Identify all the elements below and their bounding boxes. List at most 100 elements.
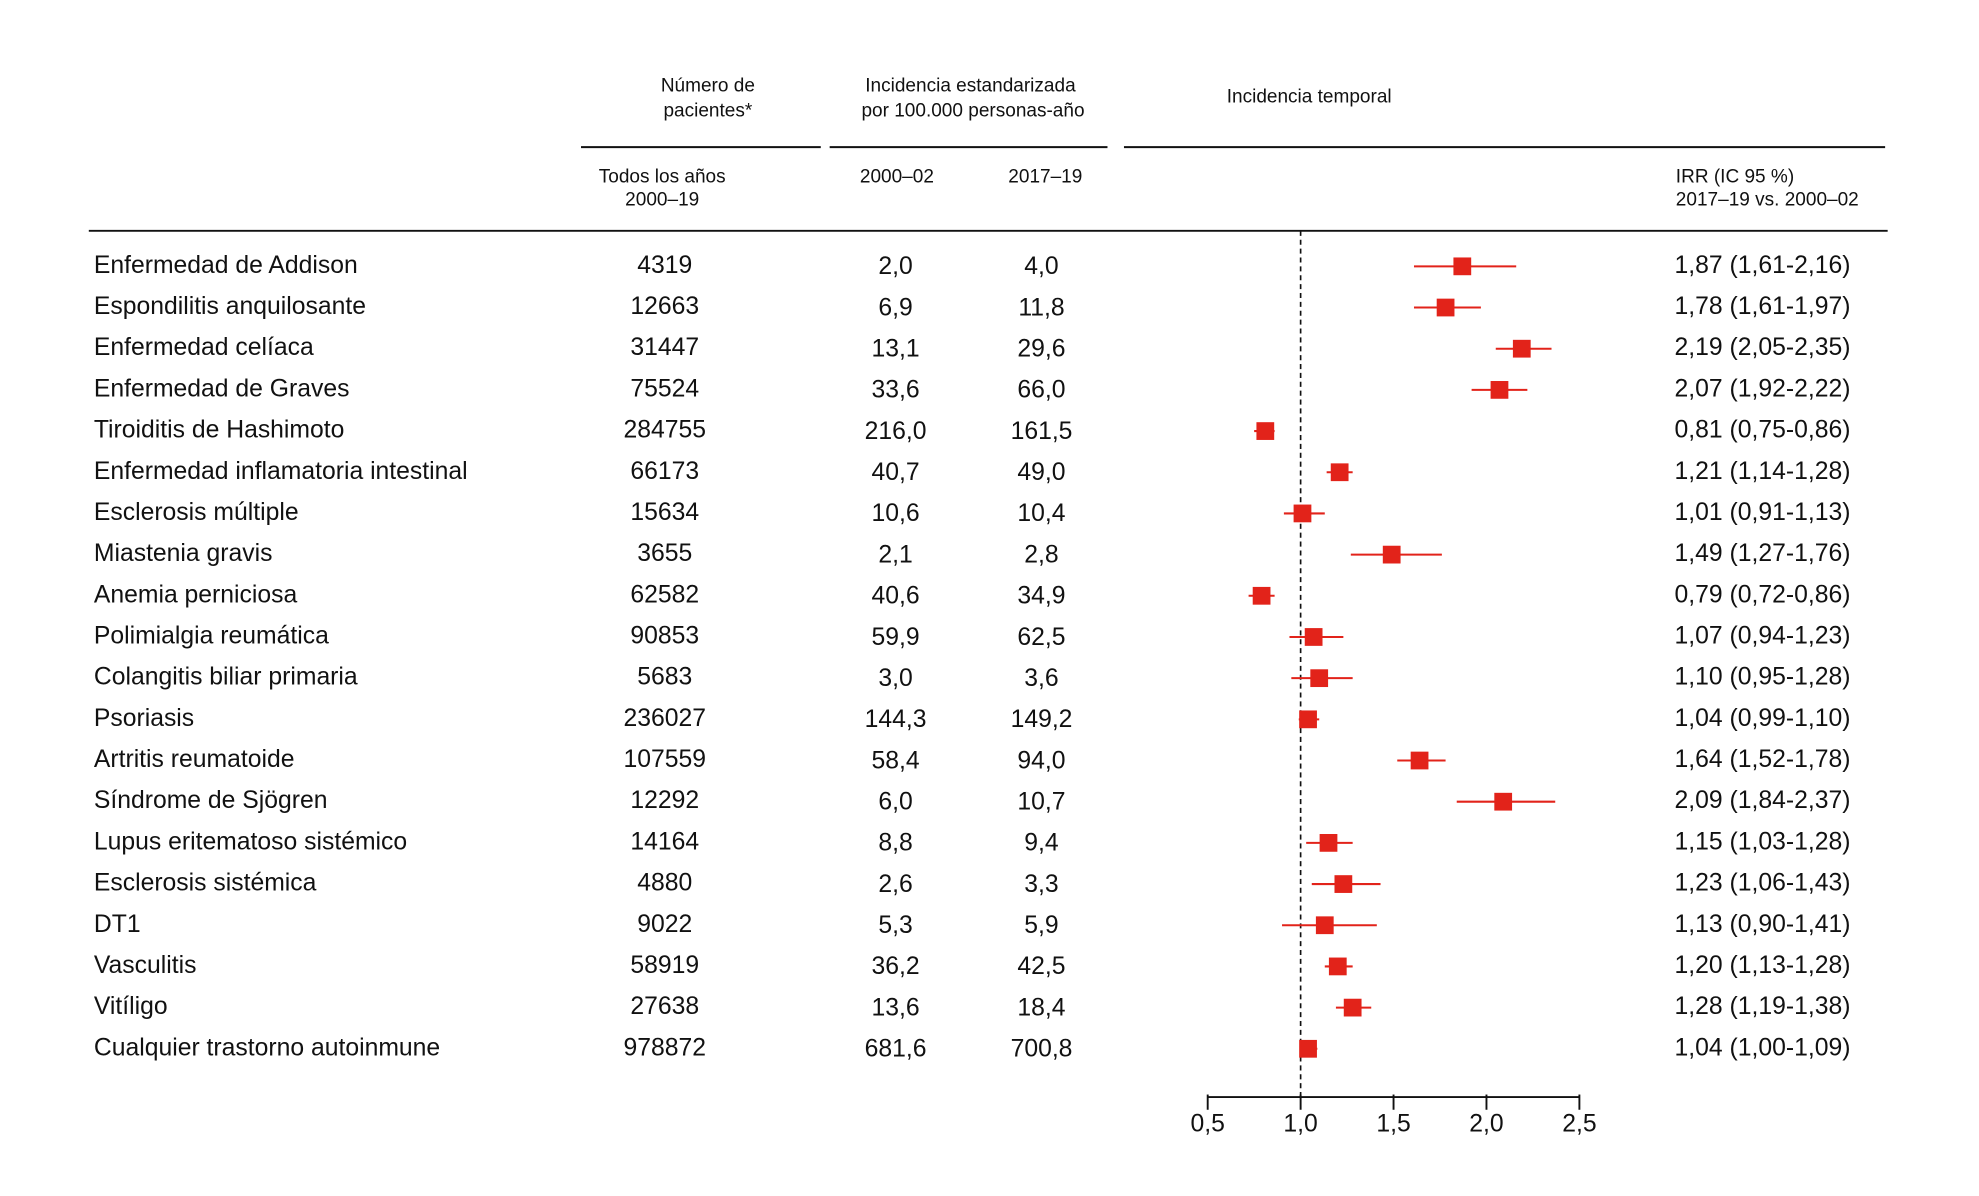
irr-label: 0,79 (0,72-0,86) (1675, 581, 1851, 608)
row-label: Artritis reumatoide (94, 746, 295, 773)
point-estimate (1512, 339, 1531, 358)
patients: 5683 (637, 664, 692, 691)
point-estimate (1453, 257, 1472, 276)
point-estimate (1319, 834, 1338, 852)
incidence: 62,5 (1017, 624, 1065, 651)
point-estimate (1256, 422, 1275, 440)
sub-header: Todos los años (599, 167, 726, 188)
irr-label: 1,01 (0,91-1,13) (1675, 499, 1851, 526)
irr-label: 1,21 (1,14-1,28) (1675, 458, 1851, 485)
incidence: 10,6 (872, 500, 920, 527)
irr-label: 1,49 (1,27-1,76) (1675, 540, 1851, 567)
sub-header: 2000–02 (860, 167, 934, 188)
row-label: Enfermedad celíaca (94, 334, 314, 361)
point-estimate (1410, 751, 1429, 770)
row-label: Síndrome de Sjögren (94, 787, 328, 814)
row-label: Vasculitis (94, 952, 197, 979)
x-tick-label: 0,5 (1191, 1111, 1225, 1138)
incidence: 58,4 (872, 747, 920, 774)
point-estimate (1382, 545, 1401, 564)
row-label: Polimialgia reumática (94, 623, 329, 650)
patients: 62582 (630, 581, 699, 608)
patients: 31447 (630, 334, 699, 361)
incidence: 3,0 (878, 665, 912, 692)
row-label: Colangitis biliar primaria (94, 664, 358, 691)
incidence: 66,0 (1017, 377, 1065, 404)
patients: 9022 (637, 911, 692, 938)
incidence: 700,8 (1011, 1036, 1073, 1063)
incidence: 6,0 (878, 789, 912, 816)
incidence: 8,8 (878, 830, 912, 857)
irr-label: 2,19 (2,05-2,35) (1675, 334, 1851, 361)
sub-header: 2017–19 vs. 2000–02 (1676, 189, 1859, 210)
sub-header: 2017–19 (1008, 167, 1082, 188)
patients: 12663 (630, 293, 699, 320)
irr-label: 1,64 (1,52-1,78) (1675, 746, 1851, 773)
incidence: 5,3 (878, 912, 912, 939)
incidence: 161,5 (1011, 418, 1073, 445)
point-estimate (1328, 957, 1347, 976)
point-estimate (1494, 792, 1513, 811)
irr-label: 1,78 (1,61-1,97) (1675, 293, 1851, 320)
row-label: Anemia perniciosa (94, 581, 298, 608)
incidence: 34,9 (1017, 583, 1065, 610)
point-estimate (1490, 381, 1509, 399)
patients: 15634 (630, 499, 699, 526)
irr-label: 1,20 (1,13-1,28) (1675, 952, 1851, 979)
incidence: 6,9 (878, 294, 912, 321)
x-tick-label: 1,5 (1376, 1111, 1410, 1138)
irr-label: 1,04 (1,00-1,09) (1675, 1034, 1851, 1061)
row-label: Vitíligo (94, 993, 168, 1020)
incidence: 216,0 (865, 418, 927, 445)
sub-header: IRR (IC 95 %) (1676, 167, 1794, 188)
header: Incidencia estandarizada (865, 75, 1076, 96)
incidence: 144,3 (865, 706, 927, 733)
irr-label: 1,28 (1,19-1,38) (1675, 993, 1851, 1020)
row-label: Miastenia gravis (94, 540, 273, 567)
irr-label: 1,04 (0,99-1,10) (1675, 705, 1851, 732)
incidence: 49,0 (1017, 459, 1065, 486)
point-estimate (1299, 710, 1317, 729)
point-estimate (1299, 1039, 1317, 1058)
patients: 4880 (637, 870, 692, 897)
incidence: 10,7 (1017, 789, 1065, 816)
row-label: Enfermedad inflamatoria intestinal (94, 458, 468, 485)
point-estimate (1343, 998, 1362, 1017)
sub-header: 2000–19 (625, 189, 699, 210)
incidence: 59,9 (872, 624, 920, 651)
point-estimate (1252, 586, 1271, 605)
incidence: 40,7 (872, 459, 920, 486)
irr-label: 1,07 (0,94-1,23) (1675, 623, 1851, 650)
header: por 100.000 personas-año (861, 101, 1084, 122)
incidence: 42,5 (1017, 953, 1065, 980)
patients: 58919 (630, 952, 699, 979)
patients: 978872 (623, 1034, 705, 1061)
point-estimate (1304, 628, 1323, 646)
patients: 27638 (630, 993, 699, 1020)
irr-label: 0,81 (0,75-0,86) (1675, 417, 1851, 444)
irr-label: 1,10 (0,95-1,28) (1675, 664, 1851, 691)
patients: 107559 (623, 746, 705, 773)
row-label: DT1 (94, 911, 141, 938)
incidence: 13,6 (872, 994, 920, 1021)
row-label: Esclerosis sistémica (94, 870, 317, 897)
incidence: 3,6 (1024, 665, 1058, 692)
incidence: 33,6 (872, 377, 920, 404)
incidence: 10,4 (1017, 500, 1065, 527)
patients: 3655 (637, 540, 692, 567)
patients: 66173 (630, 458, 699, 485)
incidence: 36,2 (872, 953, 920, 980)
patients: 75524 (630, 375, 699, 402)
incidence: 4,0 (1024, 253, 1058, 280)
row-label: Enfermedad de Addison (94, 252, 358, 279)
patients: 284755 (623, 417, 705, 444)
header: pacientes* (663, 101, 752, 122)
point-estimate (1436, 298, 1455, 317)
point-estimate (1293, 504, 1312, 523)
irr-label: 1,15 (1,03-1,28) (1675, 828, 1851, 855)
incidence: 2,0 (878, 253, 912, 280)
irr-label: 1,13 (0,90-1,41) (1675, 911, 1851, 938)
patients: 90853 (630, 623, 699, 650)
